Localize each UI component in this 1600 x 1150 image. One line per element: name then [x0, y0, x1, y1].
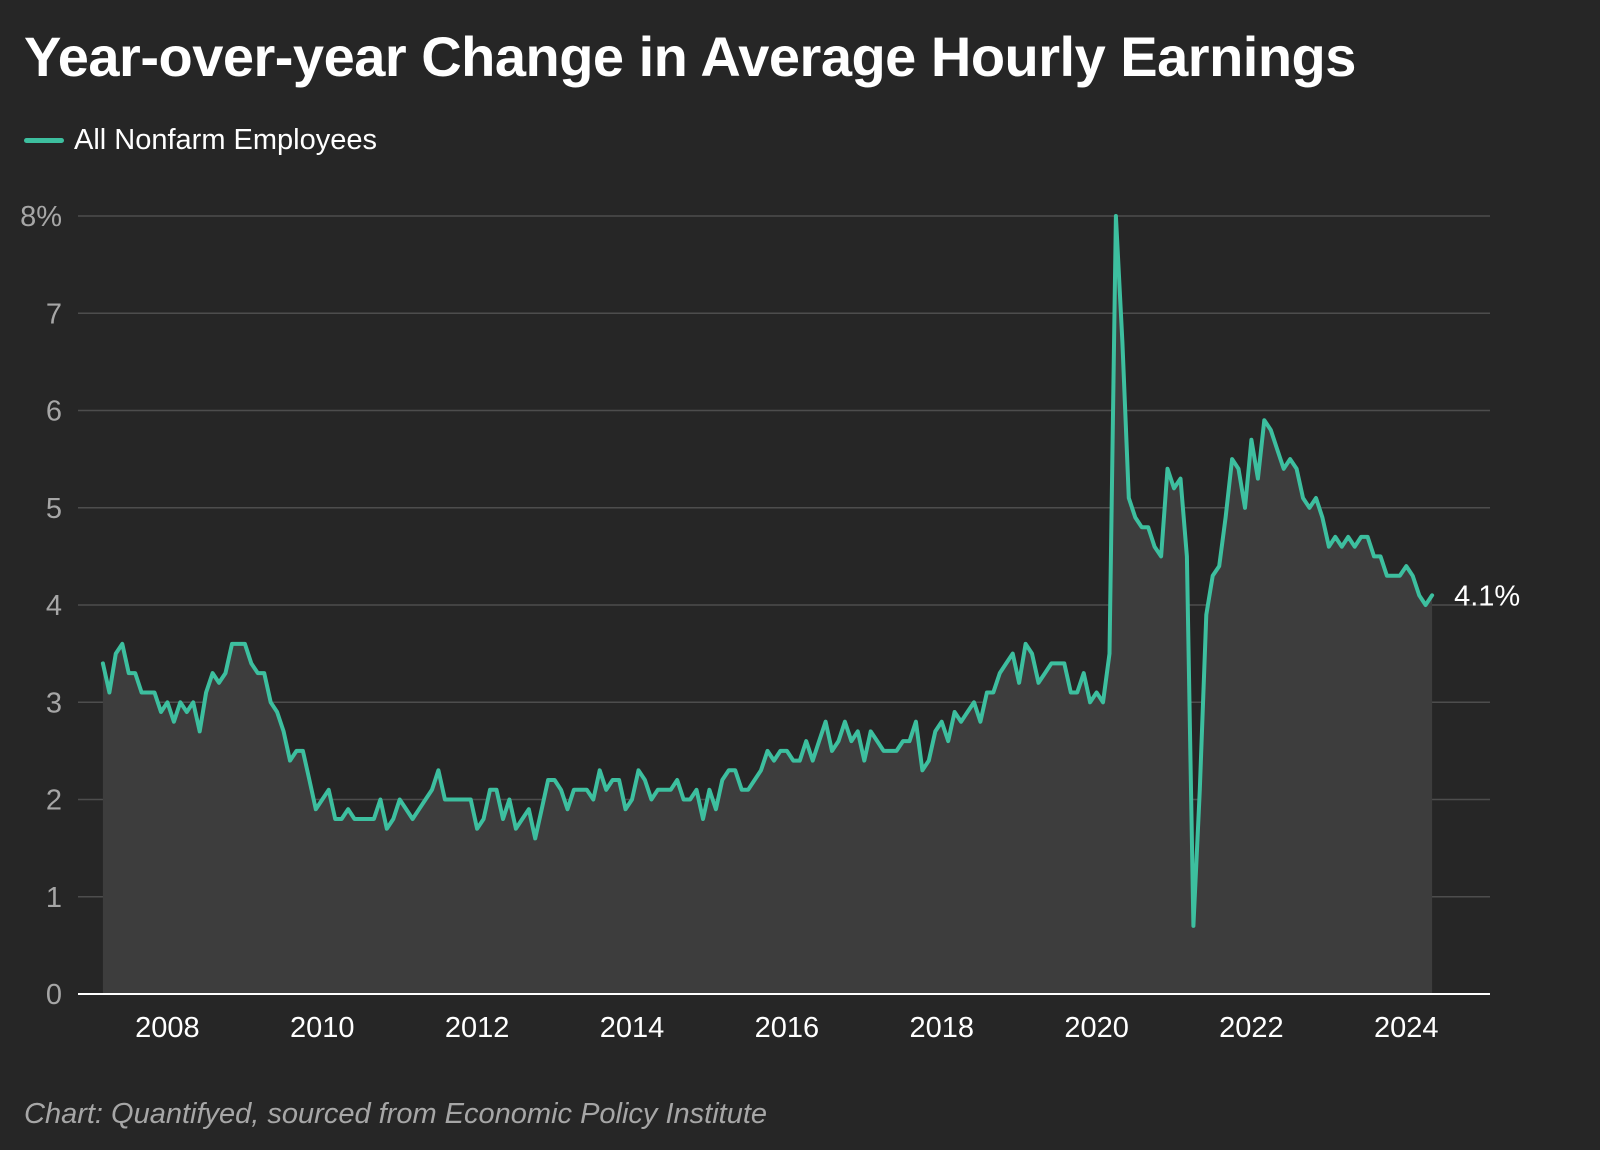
series-area-fill: [102, 216, 1433, 994]
y-tick-label-0: 0: [46, 979, 62, 1011]
x-tick-label-2022: 2022: [1219, 1012, 1284, 1044]
y-tick-label-7: 7: [46, 298, 62, 330]
legend-swatch: [24, 138, 64, 143]
y-tick-label-4: 4: [46, 590, 62, 622]
y-tick-label-1: 1: [46, 882, 62, 914]
last-value-label: 4.1%: [1454, 580, 1520, 612]
y-axis-ticks: 0 1 2 3 4 5 6 7 8%: [20, 201, 62, 1011]
y-tick-label-5: 5: [46, 493, 62, 525]
x-tick-label-2020: 2020: [1064, 1012, 1129, 1044]
legend: All Nonfarm Employees: [24, 124, 377, 157]
series-line-group: [100, 214, 1435, 928]
source-note: Chart: Quantifyed, sourced from Economic…: [24, 1098, 768, 1130]
y-tick-label-6: 6: [46, 396, 62, 428]
series-line: [100, 214, 1435, 928]
x-tick-label-2018: 2018: [909, 1012, 974, 1044]
series-area-fill-group: [102, 216, 1433, 994]
x-tick-label-2014: 2014: [600, 1012, 665, 1044]
legend-label: All Nonfarm Employees: [74, 124, 377, 156]
y-tick-label-3: 3: [46, 687, 62, 719]
x-tick-label-2010: 2010: [290, 1012, 355, 1044]
annotation-layer: 4.1%: [1454, 580, 1520, 612]
x-tick-label-2012: 2012: [445, 1012, 510, 1044]
x-tick-label-2016: 2016: [755, 1012, 820, 1044]
x-tick-label-2008: 2008: [135, 1012, 200, 1044]
y-tick-label-8: 8%: [20, 201, 62, 233]
y-tick-label-2: 2: [46, 785, 62, 817]
x-tick-label-2024: 2024: [1374, 1012, 1439, 1044]
chart-title: Year-over-year Change in Average Hourly …: [24, 25, 1356, 88]
x-axis-ticks: 2008 2010 2012 2014 2016 2018 2020 2022 2024: [135, 1012, 1438, 1044]
